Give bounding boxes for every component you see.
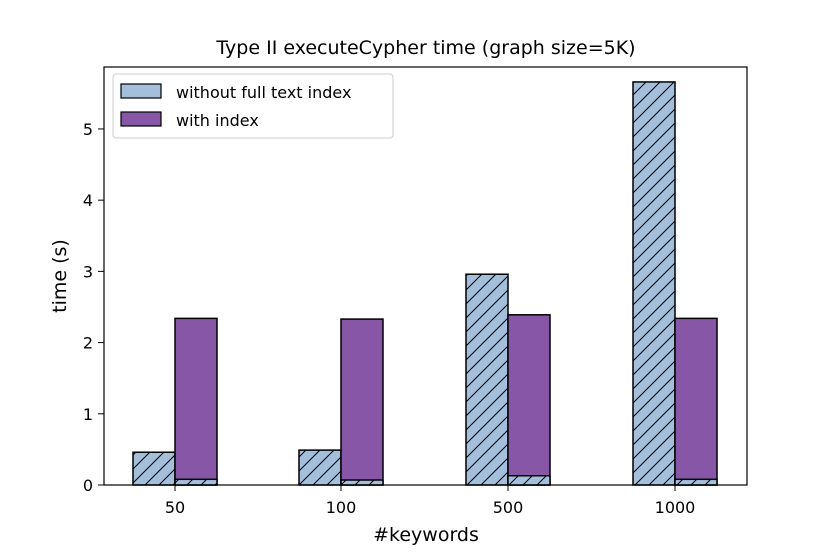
- y-tick-label: 4: [83, 191, 93, 210]
- x-tick-label: 50: [165, 498, 185, 517]
- bars-layer: [132, 81, 718, 486]
- bar-overlay-outline: [507, 474, 551, 486]
- legend: without full text index with index: [112, 73, 394, 139]
- axes-layer: 50 100 500 1000 0 1 2 3 4 5: [83, 66, 748, 517]
- legend-swatch: [120, 83, 162, 99]
- x-tick-label: 1000: [655, 498, 696, 517]
- y-tick-label: 0: [83, 476, 93, 495]
- bar-without-index-outline: [465, 273, 509, 486]
- y-tick-label: 2: [83, 334, 93, 353]
- y-tick-label: 3: [83, 262, 93, 281]
- plot-frame: [103, 66, 748, 486]
- bar-overlay-outline: [340, 479, 384, 486]
- chart-title: Type II executeCypher time (graph size=5…: [215, 37, 635, 59]
- y-tick-label: 5: [83, 120, 93, 139]
- bar-with-index: [340, 318, 384, 486]
- bar-without-index-outline: [632, 81, 676, 486]
- y-tick-label: 1: [83, 405, 93, 424]
- x-axis-label: #keywords: [373, 524, 479, 546]
- bar-without-index-outline: [298, 449, 342, 486]
- bar-overlay-outline: [174, 478, 218, 486]
- x-tick-label: 100: [326, 498, 357, 517]
- bar-without-index-outline: [132, 451, 176, 486]
- legend-swatch: [120, 111, 162, 127]
- x-tick-label: 500: [493, 498, 524, 517]
- bar-with-index: [674, 317, 718, 486]
- legend-box: [112, 73, 394, 139]
- bar-overlay-outline: [674, 478, 718, 486]
- legend-label: without full text index: [176, 83, 351, 102]
- bar-with-index: [507, 314, 551, 486]
- legend-label: with index: [176, 111, 259, 130]
- y-axis-label: time (s): [49, 239, 71, 313]
- bar-with-index: [174, 317, 218, 486]
